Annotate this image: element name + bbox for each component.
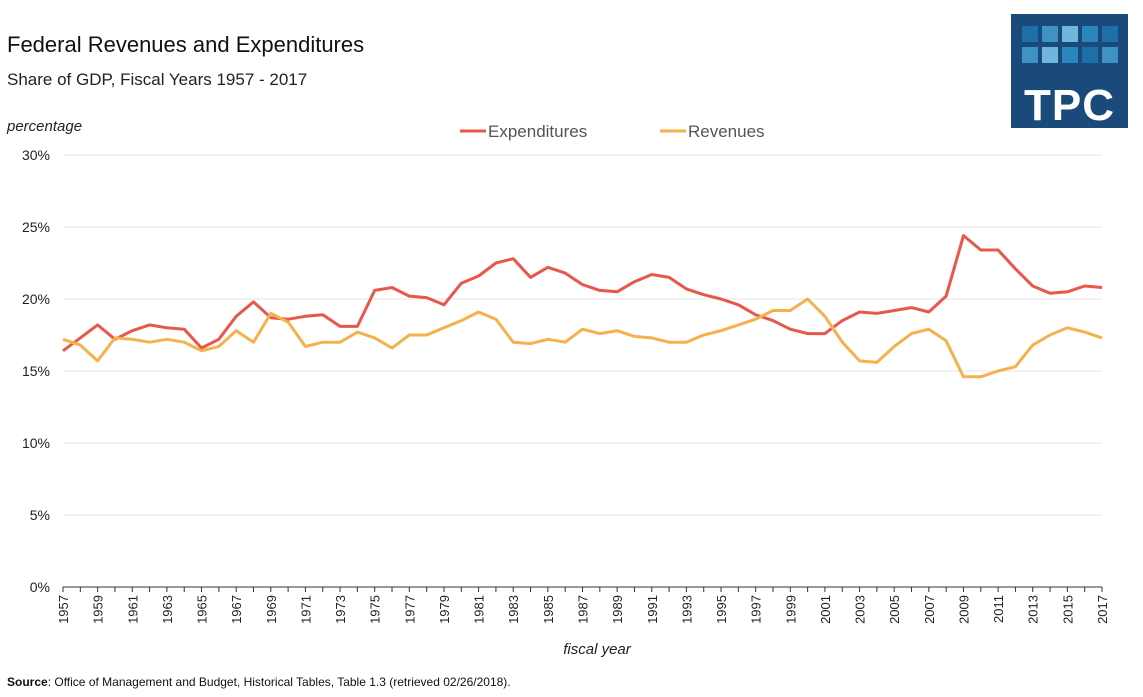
y-tick-label: 15%	[22, 363, 50, 379]
y-tick-label: 5%	[30, 507, 50, 523]
x-tick-label: 1997	[749, 595, 764, 624]
y-tick-label: 25%	[22, 219, 50, 235]
logo-tile	[1022, 26, 1038, 42]
x-tick-label: 1995	[714, 595, 729, 624]
logo-tile	[1062, 47, 1078, 63]
x-tick-label: 1993	[679, 595, 694, 624]
x-tick-label: 2001	[818, 595, 833, 624]
y-axis-ticks: 0% 5% 10% 15% 20% 25% 30%	[22, 147, 50, 595]
y-tick-label: 30%	[22, 147, 50, 163]
x-tick-label: 1983	[506, 595, 521, 624]
source-note: Source: Office of Management and Budget,…	[7, 675, 511, 689]
x-tick-label: 2009	[956, 595, 971, 624]
tpc-logo: TPC	[1011, 14, 1128, 128]
x-tick-label: 1981	[472, 595, 487, 624]
x-axis-label: fiscal year	[563, 641, 632, 658]
chart-title: Federal Revenues and Expenditures	[7, 32, 365, 57]
logo-tile	[1062, 26, 1078, 42]
x-tick-label: 1961	[125, 595, 140, 624]
x-tick-label: 1987	[576, 595, 591, 624]
logo-tile	[1082, 26, 1098, 42]
x-tick-label: 1973	[333, 595, 348, 624]
logo-tile	[1042, 26, 1058, 42]
x-tick-label: 1999	[783, 595, 798, 624]
x-axis: 1957 1959 1961 1963 1965 1967 1969 1971 1973 1975…	[56, 586, 1110, 624]
gridlines	[63, 154, 1102, 516]
x-tick-label: 2017	[1095, 595, 1110, 624]
source-label: Source	[7, 675, 48, 689]
logo-tile	[1102, 47, 1118, 63]
x-tick-label: 1977	[402, 595, 417, 624]
x-tick-label: 2007	[922, 595, 937, 624]
legend-label: Revenues	[688, 122, 765, 141]
legend: Expenditures Revenues	[460, 122, 765, 141]
x-tick-label: 2011	[991, 595, 1006, 623]
x-tick-label: 1975	[368, 595, 383, 624]
series-line-expenditures	[62, 234, 1103, 353]
y-tick-label: 0%	[30, 579, 50, 595]
x-tick-label: 1985	[541, 595, 556, 624]
x-tick-label: 1979	[437, 595, 452, 624]
logo-tile	[1102, 26, 1118, 42]
x-tick-label: 1991	[645, 595, 660, 624]
x-tick-label: 2013	[1026, 595, 1041, 624]
series-line-revenues	[62, 297, 1103, 379]
y-axis-label: percentage	[6, 118, 82, 135]
chart-subtitle: Share of GDP, Fiscal Years 1957 - 2017	[7, 70, 308, 89]
series-lines	[62, 234, 1103, 379]
logo-tile	[1042, 47, 1058, 63]
legend-label: Expenditures	[488, 122, 587, 141]
logo-tile	[1082, 47, 1098, 63]
logo-tile	[1022, 47, 1038, 63]
logo-text: TPC	[1024, 81, 1115, 130]
x-tick-label: 2005	[887, 595, 902, 624]
x-tick-label: 1959	[91, 595, 106, 624]
x-tick-label: 1957	[56, 595, 71, 624]
x-tick-label: 1965	[195, 595, 210, 624]
x-tick-label: 1971	[298, 595, 313, 624]
x-tick-label: 2015	[1060, 595, 1075, 624]
x-tick-label: 1989	[610, 595, 625, 624]
x-tick-label: 2003	[853, 595, 868, 624]
x-tick-label: 1969	[264, 595, 279, 624]
x-tick-label: 1963	[160, 595, 175, 624]
source-text: : Office of Management and Budget, Histo…	[47, 675, 511, 689]
x-tick-label: 1967	[229, 595, 244, 624]
y-tick-label: 20%	[22, 291, 50, 307]
y-tick-label: 10%	[22, 435, 50, 451]
